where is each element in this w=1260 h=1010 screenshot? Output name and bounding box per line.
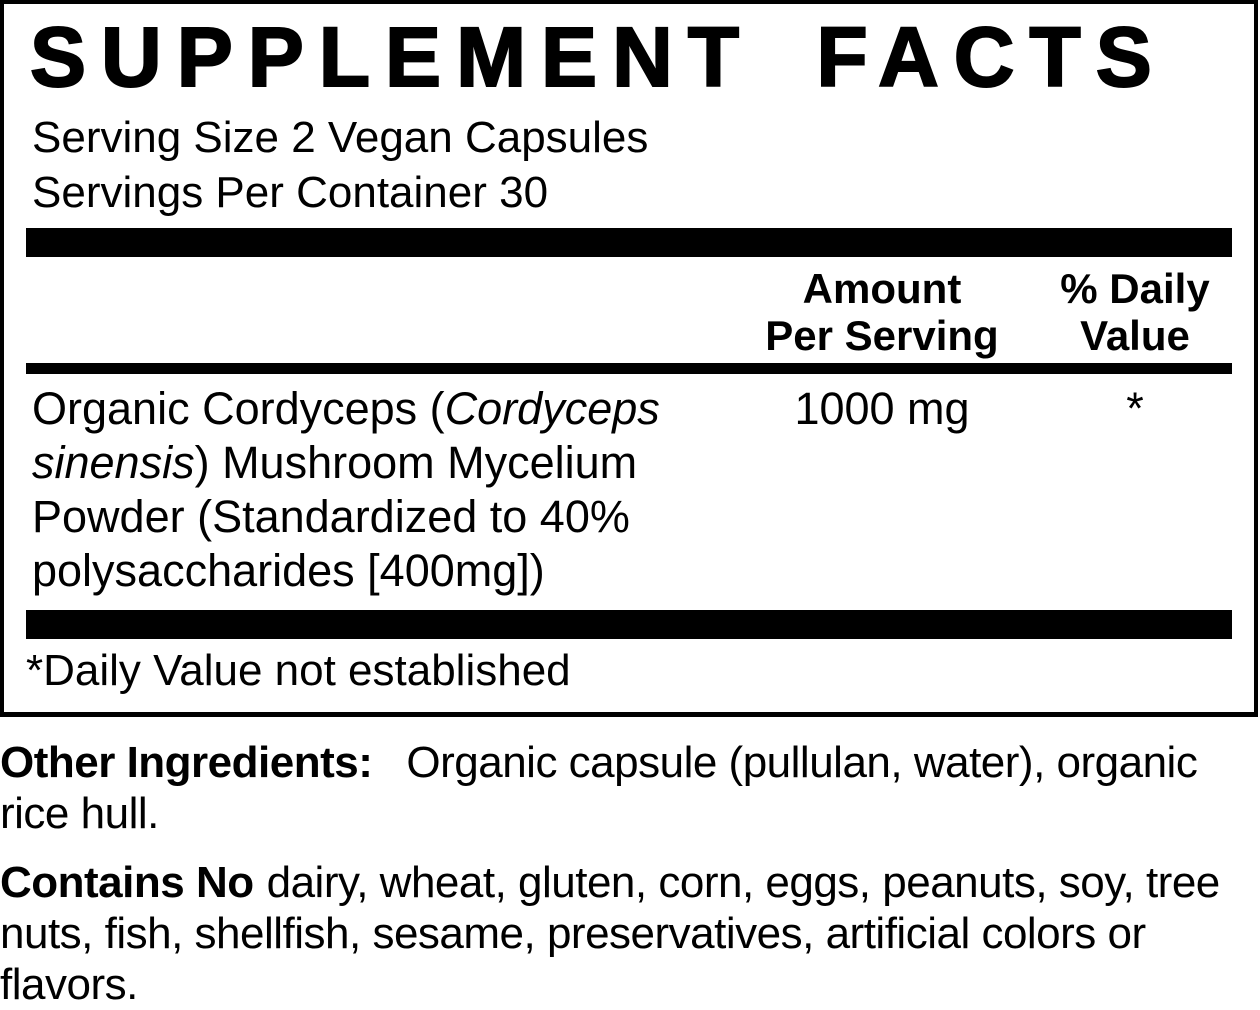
ingredient-amount: 1000 mg xyxy=(794,383,970,434)
supplement-facts-title: SUPPLEMENT FACTS xyxy=(29,10,1167,104)
daily-value-header: % Daily Value xyxy=(1038,265,1232,359)
table-header-row: Amount Per Serving % Daily Value xyxy=(26,265,1232,359)
amount-header-line2: Per Serving xyxy=(765,312,999,359)
divider-bar-bottom xyxy=(26,610,1232,639)
serving-size-line: Serving Size 2 Vegan Capsules xyxy=(32,113,649,162)
divider-bar-under-headers xyxy=(26,363,1232,374)
ingredient-name-part: ) Mushroom Mycelium Powder (Standardized… xyxy=(32,437,638,596)
daily-value-header-line1: % Daily xyxy=(1060,265,1210,312)
ingredient-name-latin: Cordyceps sinensis xyxy=(32,383,660,488)
contains-no-text: dairy, wheat, gluten, corn, eggs, peanut… xyxy=(0,858,1220,1009)
divider-bar-top xyxy=(26,228,1232,257)
other-ingredients-section: Other Ingredients: Organic capsule (pullu… xyxy=(0,737,1260,839)
supplement-facts-box: SUPPLEMENT FACTS Serving Size 2 Vegan Ca… xyxy=(0,0,1258,717)
ingredient-name: Organic Cordyceps (Cordyceps sinensis) M… xyxy=(32,382,726,598)
other-ingredients-text: Organic capsule (pullulan, water), organ… xyxy=(0,738,1198,838)
contains-no-label: Contains No xyxy=(0,858,254,907)
other-ingredients-label: Other Ingredients: xyxy=(0,738,373,787)
daily-value-footnote: *Daily Value not established xyxy=(26,646,571,695)
serving-info: Serving Size 2 Vegan Capsules Servings P… xyxy=(32,110,1232,220)
ingredient-rows: Organic Cordyceps (Cordyceps sinensis) M… xyxy=(26,382,1232,598)
amount-per-serving-header: Amount Per Serving xyxy=(726,265,1038,359)
ingredient-row: Organic Cordyceps (Cordyceps sinensis) M… xyxy=(26,382,1232,598)
amount-header-line1: Amount xyxy=(802,265,962,312)
servings-per-container-line: Servings Per Container 30 xyxy=(32,168,549,217)
ingredient-daily-value: * xyxy=(1126,383,1144,434)
daily-value-header-line2: Value xyxy=(1080,312,1190,359)
ingredient-name-part: Organic Cordyceps ( xyxy=(32,383,445,434)
contains-no-section: Contains No dairy, wheat, gluten, corn, e… xyxy=(0,857,1260,1010)
